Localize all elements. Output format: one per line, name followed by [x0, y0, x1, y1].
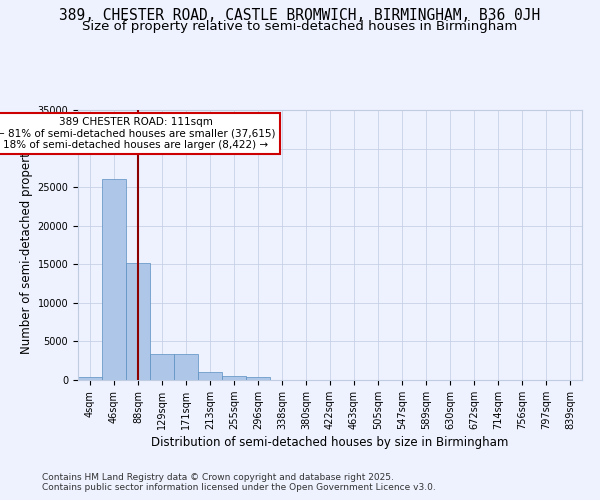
- Bar: [174, 354, 198, 380]
- Bar: [102, 178, 126, 380]
- Y-axis label: Number of semi-detached properties: Number of semi-detached properties: [20, 136, 33, 354]
- Bar: [222, 376, 246, 380]
- Text: Size of property relative to semi-detached houses in Birmingham: Size of property relative to semi-detach…: [82, 20, 518, 33]
- Bar: [246, 378, 270, 380]
- Bar: [198, 372, 222, 380]
- Text: 389 CHESTER ROAD: 111sqm
← 81% of semi-detached houses are smaller (37,615)
18% : 389 CHESTER ROAD: 111sqm ← 81% of semi-d…: [0, 116, 275, 150]
- X-axis label: Distribution of semi-detached houses by size in Birmingham: Distribution of semi-detached houses by …: [151, 436, 509, 449]
- Bar: [78, 377, 102, 380]
- Text: 389, CHESTER ROAD, CASTLE BROMWICH, BIRMINGHAM, B36 0JH: 389, CHESTER ROAD, CASTLE BROMWICH, BIRM…: [59, 8, 541, 22]
- Text: Contains public sector information licensed under the Open Government Licence v3: Contains public sector information licen…: [42, 484, 436, 492]
- Text: Contains HM Land Registry data © Crown copyright and database right 2025.: Contains HM Land Registry data © Crown c…: [42, 472, 394, 482]
- Bar: [126, 262, 150, 380]
- Bar: [150, 354, 174, 380]
